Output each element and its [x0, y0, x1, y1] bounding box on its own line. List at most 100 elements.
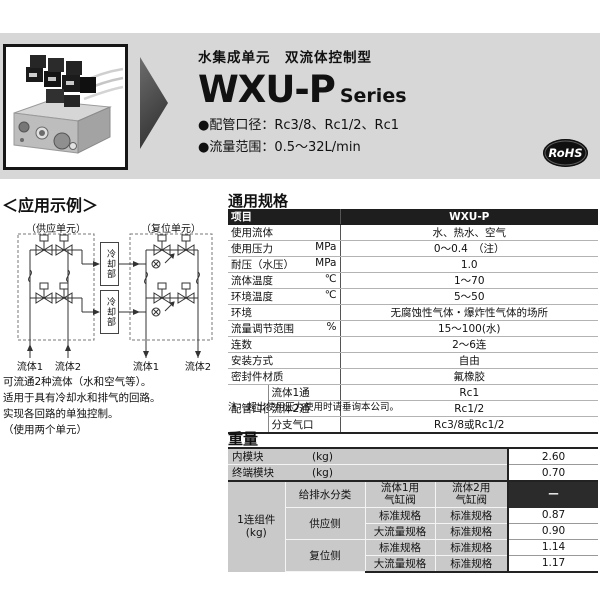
- cooling-box-2: 冷却部: [100, 290, 119, 334]
- spec-value: 0～0.4 （注）: [340, 240, 598, 257]
- col-header-line: 气缸阀: [384, 494, 416, 507]
- reset-unit-label: （复位单元）: [141, 224, 201, 235]
- group-label-cell: 1连组件 (kg): [228, 480, 286, 572]
- spec-label: 耐压（水压）: [231, 259, 294, 271]
- table-row: 流量调节范围% 15～100(水): [228, 320, 598, 337]
- col-header-line: 流体1用: [380, 482, 420, 495]
- spec-label: 密封件材质: [231, 371, 284, 383]
- col-header-line: 气缸阀: [455, 494, 488, 507]
- weight-unit: (kg): [312, 451, 333, 463]
- weight-value: 1.14: [507, 539, 599, 556]
- spec-unit: ℃: [324, 273, 337, 285]
- spec-label: 使用流体: [231, 227, 273, 239]
- spec-value: 1.0: [340, 256, 598, 273]
- desc-line: （使用两个单元）: [3, 424, 87, 436]
- col-header-line: 流体2用: [452, 482, 491, 495]
- desc-line: 可流通2种流体（水和空气等）。: [3, 376, 152, 388]
- spec-value: 自由: [340, 352, 598, 369]
- spec-note: 注：超出使用压力使用时请垂询本公司。: [228, 402, 400, 413]
- spec-unit: ℃: [324, 289, 337, 301]
- group-unit: (kg): [245, 526, 267, 539]
- circuit-diagram: [17, 233, 213, 358]
- weight-value: 0.90: [507, 523, 599, 540]
- table-row: 1连组件 (kg) 给排水分类 流体1用 气缸阀 流体2用 气缸阀 —: [228, 480, 599, 572]
- spec-type: 标准规格: [435, 507, 509, 524]
- series-name: WXU-P: [198, 68, 336, 111]
- spec-header-item: 项目: [228, 209, 341, 225]
- product-photo: [3, 44, 128, 170]
- arrow-right-icon: [140, 57, 168, 149]
- spec-type: 标准规格: [435, 555, 509, 573]
- table-row: 安装方式 自由: [228, 352, 598, 369]
- spec-value: 无腐蚀性气体・爆炸性气体的场所: [340, 304, 598, 321]
- spec-unit: MPa: [315, 241, 337, 253]
- rohs-badge: RoHS: [543, 139, 588, 167]
- spec-label: 流体温度: [231, 275, 273, 287]
- weight-value: 0.87: [507, 507, 599, 524]
- weight-unit: (kg): [312, 467, 333, 479]
- piping-sub-label: 流体2通: [268, 400, 341, 417]
- supply-unit-label: （供应单元）: [26, 224, 86, 235]
- application-description: 可流通2种流体（水和空气等）。 适用于具有冷却水和排气的回路。 实现各回路的单独…: [3, 374, 161, 438]
- table-row: 内模块 (kg) 2.60: [228, 448, 599, 465]
- fluid2-out-label: 流体2: [184, 362, 212, 373]
- header-text: 水集成单元 双流体控制型 WXU-P Series ●配管口径：Rc3/8、Rc1…: [198, 46, 407, 155]
- fluid1-out-label: 流体1: [132, 362, 160, 373]
- spec-label: 流量调节范围: [231, 323, 294, 335]
- table-row: 使用压力 MPa 0～0.4 （注）: [228, 240, 598, 257]
- piping-value: Rc1: [340, 384, 598, 401]
- spec-value: 5～50: [340, 288, 598, 305]
- table-row: 分支气口 Rc3/8或Rc1/2: [228, 416, 598, 434]
- group-label: 1连组件: [237, 513, 276, 526]
- spec-value: 1～70: [340, 272, 598, 289]
- table-row: 耐压（水压） MPa 1.0: [228, 256, 598, 273]
- weight-table: 内模块 (kg) 2.60 终端模块 (kg) 0.70 1连组件 (kg) 给排水…: [228, 447, 599, 573]
- spec-header-model: WXU-P: [340, 209, 598, 225]
- piping-value: Rc1/2: [340, 400, 598, 417]
- spec-label: 环境温度: [231, 291, 273, 303]
- spec-type: 大流量规格: [365, 523, 436, 540]
- table-row: 供应侧 标准规格 标准规格 0.87: [228, 507, 599, 540]
- table-row: 流体温度 ℃ 1～70: [228, 272, 598, 289]
- table-row: 配管口径 流体1通 Rc1: [228, 384, 598, 434]
- series-suffix: Series: [339, 85, 407, 107]
- spec-type: 大流量规格: [365, 555, 436, 573]
- spec-table: 项目 WXU-P 使用流体 水、热水、空气 使用压力 MPa 0～0.4 （注） 耐压…: [228, 209, 598, 434]
- cooling-box-1: 冷却部: [100, 242, 119, 286]
- spec-label: 使用压力: [231, 243, 273, 255]
- table-row: 大流量规格 标准规格 1.17: [228, 555, 599, 573]
- spec-label: 连数: [231, 339, 252, 351]
- spec-value: 15～100(水): [340, 320, 598, 337]
- piping-group-label: 配管口径: [228, 384, 269, 434]
- spec-label: 安装方式: [231, 355, 273, 367]
- weight-label: 内模块: [232, 451, 264, 463]
- feature-port-size: ●配管口径：Rc3/8、Rc1/2、Rc1: [198, 118, 399, 133]
- spec-section-title: 通用规格: [228, 192, 289, 210]
- spec-type: 标准规格: [365, 539, 436, 556]
- header-band: 水集成单元 双流体控制型 WXU-P Series ●配管口径：Rc3/8、Rc1…: [0, 33, 600, 179]
- piping-value: Rc3/8或Rc1/2: [340, 416, 598, 434]
- section-label: 供应侧: [285, 507, 366, 540]
- table-row: 密封件材质 氟橡胶: [228, 368, 598, 385]
- product-photo-illustration: [13, 55, 124, 154]
- col-header: 流体1用 气缸阀: [365, 480, 436, 508]
- spec-value: 2～6连: [340, 336, 598, 353]
- col-header: 流体2用 气缸阀: [435, 480, 509, 508]
- fluid1-in-label: 流体1: [16, 362, 44, 373]
- product-category: 水集成单元 双流体控制型: [198, 50, 372, 66]
- application-title: ＜应用示例＞: [2, 196, 99, 215]
- desc-line: 实现各回路的单独控制。: [3, 408, 119, 420]
- table-row: 连数 2～6连: [228, 336, 598, 353]
- spec-unit: %: [326, 321, 337, 333]
- col-header: 给排水分类: [285, 480, 366, 508]
- piping-sub-label: 分支气口: [268, 416, 341, 434]
- table-row: 复位侧 标准规格 标准规格 1.14: [228, 539, 599, 572]
- table-row: 终端模块 (kg) 0.70: [228, 464, 599, 482]
- table-row: 环境 无腐蚀性气体・爆炸性气体的场所: [228, 304, 598, 321]
- spec-type: 标准规格: [435, 523, 509, 540]
- weight-section-title: 重量: [228, 430, 259, 448]
- table-row: 大流量规格 标准规格 0.90: [228, 523, 599, 540]
- section-label: 复位侧: [285, 539, 366, 572]
- spec-value: 水、热水、空气: [340, 224, 598, 241]
